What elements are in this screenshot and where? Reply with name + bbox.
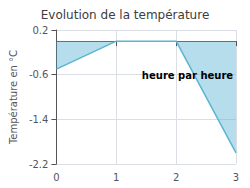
svg-text:0: 0 bbox=[53, 172, 59, 183]
svg-text:1: 1 bbox=[113, 172, 119, 183]
svg-text:-2.2: -2.2 bbox=[29, 159, 49, 170]
svg-text:-0.6: -0.6 bbox=[29, 69, 49, 80]
svg-text:3: 3 bbox=[233, 172, 239, 183]
svg-text:heure par heure: heure par heure bbox=[142, 70, 233, 81]
svg-text:-1.4: -1.4 bbox=[29, 114, 49, 125]
svg-text:Evolution de la température: Evolution de la température bbox=[41, 8, 210, 22]
svg-text:Température en °C: Température en °C bbox=[8, 50, 19, 145]
svg-text:2: 2 bbox=[173, 172, 179, 183]
svg-text:0.2: 0.2 bbox=[33, 25, 49, 36]
